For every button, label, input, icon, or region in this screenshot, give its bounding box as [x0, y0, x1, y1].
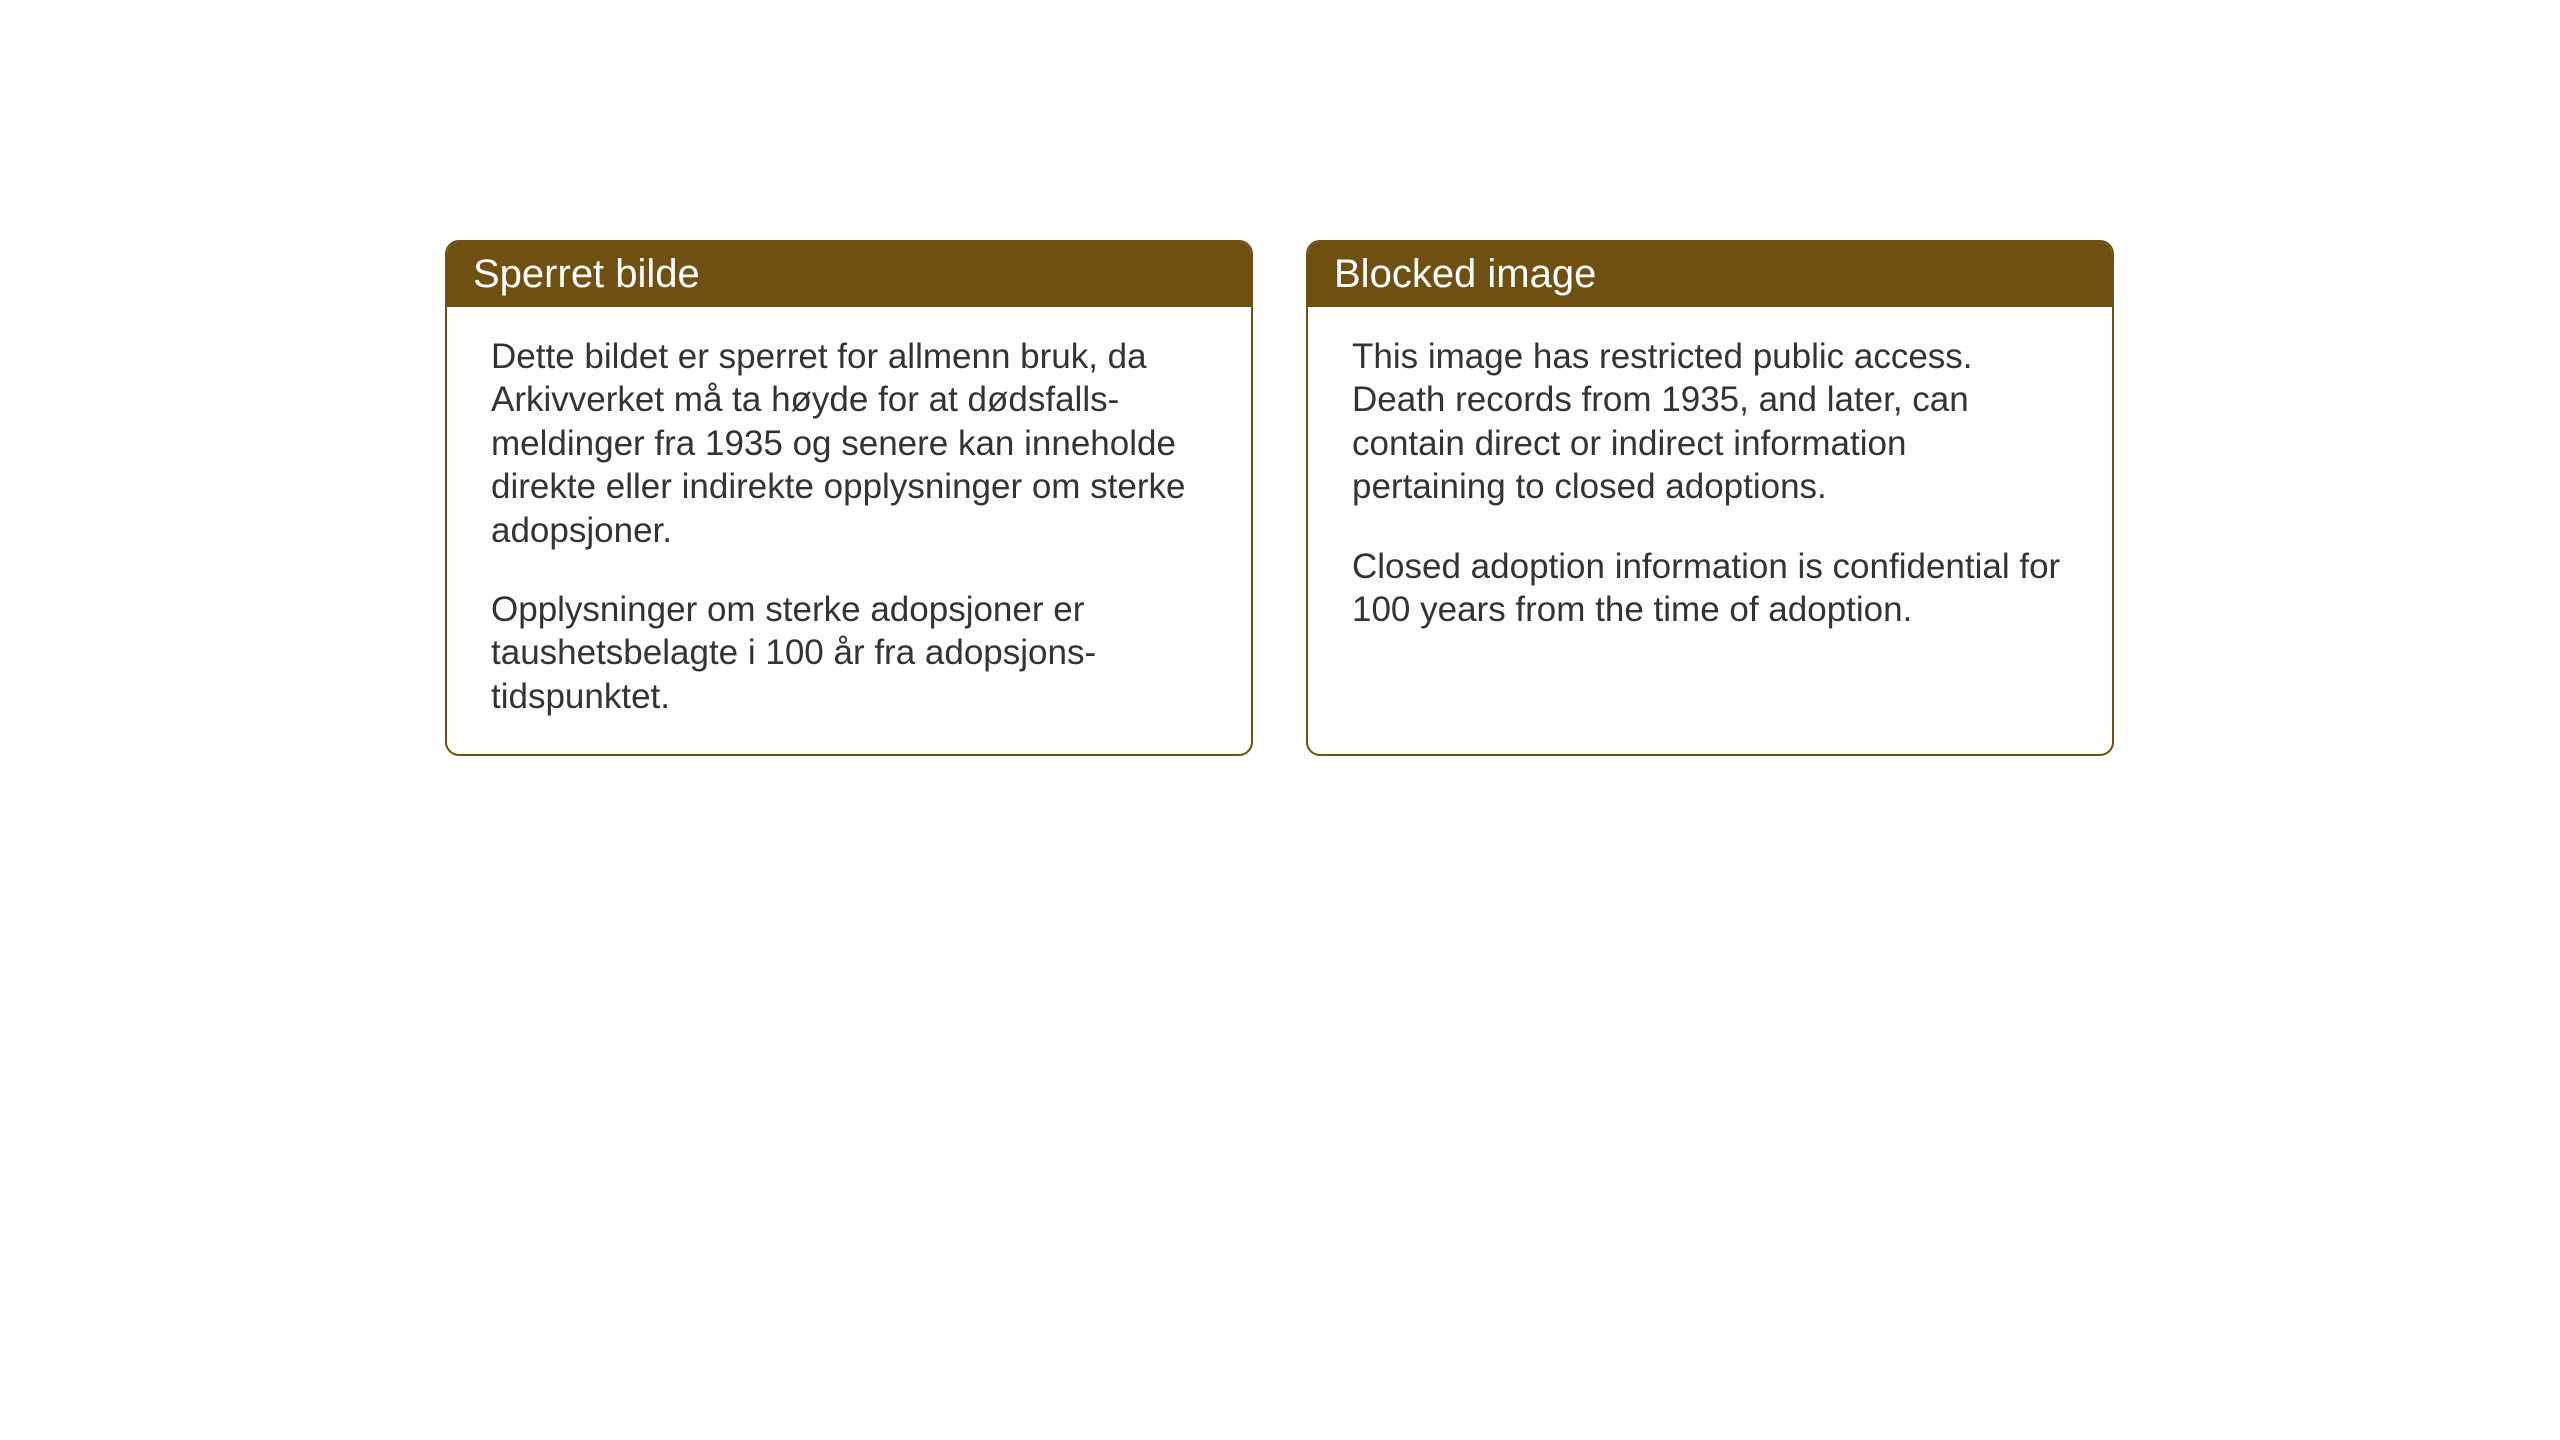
card-header-norwegian: Sperret bilde — [447, 242, 1251, 307]
paragraph-2-english: Closed adoption information is confident… — [1352, 545, 2068, 632]
notice-container: Sperret bilde Dette bildet er sperret fo… — [445, 240, 2114, 756]
card-body-english: This image has restricted public access.… — [1308, 307, 2112, 667]
paragraph-2-norwegian: Opplysninger om sterke adopsjoner er tau… — [491, 588, 1207, 718]
paragraph-1-english: This image has restricted public access.… — [1352, 335, 2068, 509]
notice-card-norwegian: Sperret bilde Dette bildet er sperret fo… — [445, 240, 1253, 756]
card-body-norwegian: Dette bildet er sperret for allmenn bruk… — [447, 307, 1251, 754]
paragraph-1-norwegian: Dette bildet er sperret for allmenn bruk… — [491, 335, 1207, 552]
notice-card-english: Blocked image This image has restricted … — [1306, 240, 2114, 756]
card-header-english: Blocked image — [1308, 242, 2112, 307]
